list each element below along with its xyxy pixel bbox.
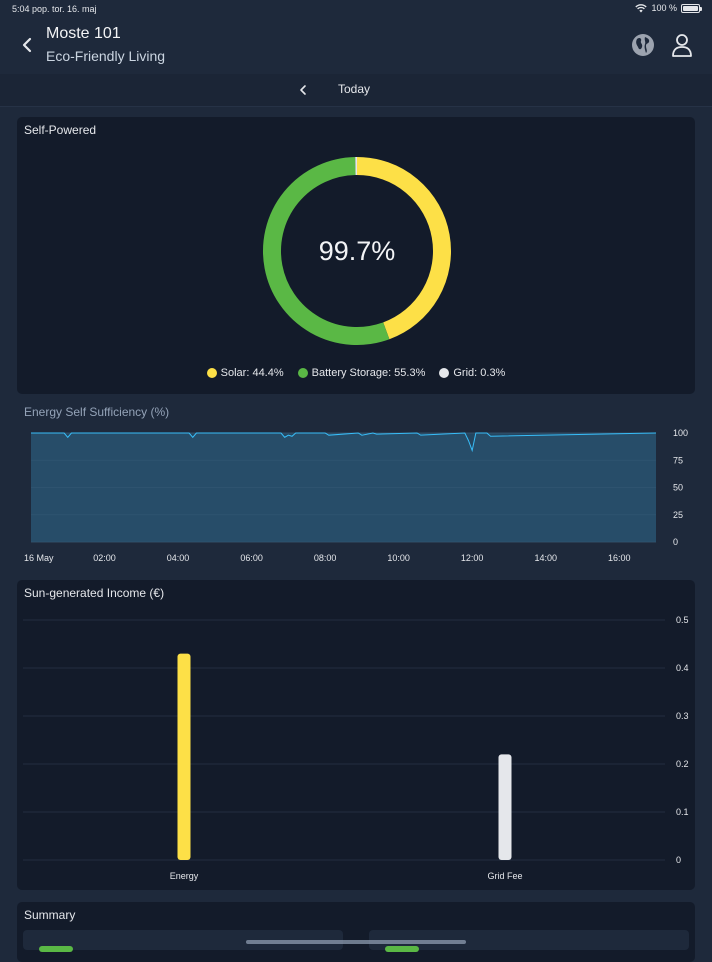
legend-label-grid: Grid: 0.3%: [453, 367, 505, 379]
income-y-tick-label: 0.4: [676, 663, 689, 673]
income-y-tick-label: 0.1: [676, 807, 689, 817]
legend-dot-grid: [439, 368, 449, 378]
legend-item-battery: Battery Storage: 55.3%: [298, 367, 426, 379]
battery-icon: [681, 4, 700, 13]
legend-item-solar: Solar: 44.4%: [207, 367, 284, 379]
date-label[interactable]: Today: [338, 82, 370, 96]
legend-label-solar: Solar: 44.4%: [221, 367, 284, 379]
summary-card: Summary: [17, 902, 695, 962]
ess-y-tick-label: 50: [673, 483, 683, 493]
legend-dot-solar: [207, 368, 217, 378]
income-y-tick-label: 0.2: [676, 759, 689, 769]
ess-y-tick-label: 75: [673, 455, 683, 465]
income-bar-chart: 0 0.1 0.2 0.3 0.4 0.5 Energy Grid Fee: [17, 580, 695, 890]
ess-area-fill: [31, 433, 656, 542]
ess-x-tick-label: 16 May: [24, 553, 54, 563]
ess-x-tick-label: 06:00: [240, 553, 263, 563]
ess-title: Energy Self Sufficiency (%): [24, 405, 169, 419]
self-powered-card: Self-Powered 99.7% Solar: 44.4% Battery …: [17, 117, 695, 394]
self-powered-legend: Solar: 44.4% Battery Storage: 55.3% Grid…: [17, 367, 695, 379]
legend-label-battery: Battery Storage: 55.3%: [312, 367, 426, 379]
ess-x-tick-label: 08:00: [314, 553, 337, 563]
ess-x-tick-label: 14:00: [534, 553, 557, 563]
ess-x-tick-label: 04:00: [167, 553, 190, 563]
donut-center-value: 99.7%: [260, 154, 454, 348]
summary-title: Summary: [24, 908, 75, 922]
site-title: Moste 101: [46, 25, 121, 43]
date-prev-chevron-icon[interactable]: [296, 81, 310, 99]
status-bar: 5:04 pop. tor. 16. maj 100 %: [0, 0, 712, 18]
user-icon[interactable]: [671, 32, 693, 58]
ess-x-tick-label: 02:00: [93, 553, 116, 563]
summary-pill-left: [39, 946, 73, 952]
header: Moste 101 Eco-Friendly Living: [0, 18, 712, 74]
status-time-date: 5:04 pop. tor. 16. maj: [12, 4, 97, 14]
income-x-category-label: Grid Fee: [487, 871, 522, 881]
income-y-tick-label: 0.3: [676, 711, 689, 721]
income-x-category-label: Energy: [170, 871, 199, 881]
ess-y-tick-label: 25: [673, 510, 683, 520]
battery-percent: 100 %: [651, 3, 677, 13]
ess-y-tick-label: 0: [673, 537, 678, 547]
wifi-icon: [635, 4, 647, 13]
ess-x-tick-label: 16:00: [608, 553, 631, 563]
date-navigation: Today: [0, 74, 712, 107]
income-y-tick-label: 0.5: [676, 615, 689, 625]
income-y-tick-label: 0: [676, 855, 681, 865]
self-powered-title: Self-Powered: [24, 123, 96, 137]
income-bar-energy[interactable]: [178, 654, 191, 860]
back-chevron-icon[interactable]: [18, 34, 38, 56]
ess-area-chart: 0 25 50 75 100 16 May 02:00 04:00 06:00 08:00 10:0…: [0, 422, 712, 572]
site-subtitle: Eco-Friendly Living: [46, 48, 165, 64]
ess-x-tick-label: 10:00: [387, 553, 410, 563]
income-bar-grid-fee[interactable]: [499, 754, 512, 860]
ess-y-tick-label: 100: [673, 428, 688, 438]
self-powered-donut: 99.7%: [260, 154, 454, 348]
globe-icon[interactable]: [631, 33, 655, 57]
home-indicator: [246, 940, 466, 944]
status-right: 100 %: [635, 3, 700, 13]
summary-pill-right: [385, 946, 419, 952]
legend-dot-battery: [298, 368, 308, 378]
ess-x-tick-label: 12:00: [461, 553, 484, 563]
legend-item-grid: Grid: 0.3%: [439, 367, 505, 379]
